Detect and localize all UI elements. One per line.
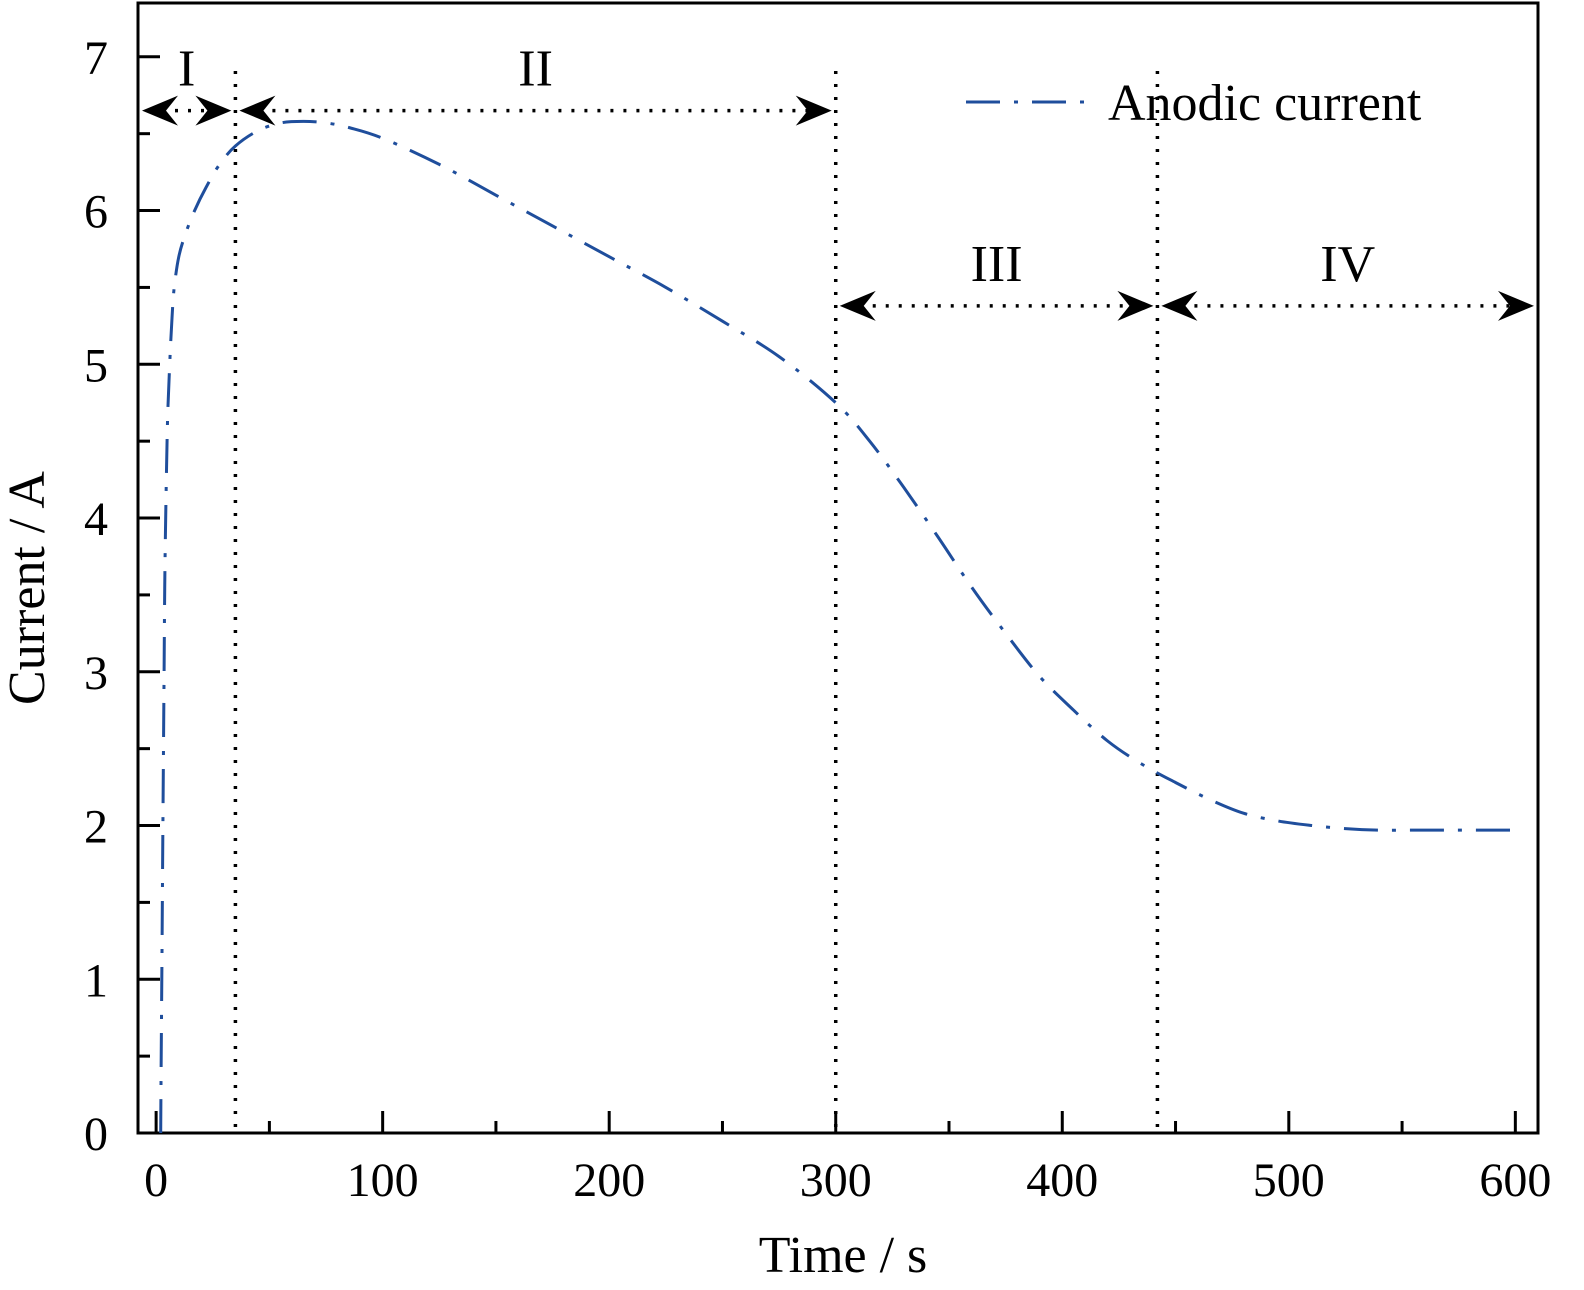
region-label: I	[178, 41, 195, 98]
series-group	[159, 119, 1516, 1134]
y-axis-title: Current / A	[0, 471, 56, 705]
arrow-head	[142, 95, 178, 126]
x-axis-title: Time / s	[759, 1227, 928, 1284]
x-tick-label: 300	[800, 1154, 872, 1207]
region-label: III	[971, 236, 1023, 293]
region-label: II	[518, 41, 553, 98]
x-tick-label: 100	[347, 1154, 419, 1207]
y-tick-label: 6	[84, 186, 108, 239]
x-tick-label: 500	[1253, 1154, 1325, 1207]
axis-ticks	[138, 55, 1517, 1135]
arrow-head	[239, 95, 276, 126]
axis-tick-labels: 0 100 200 300 400 500 600 0 1 2 3 4 5 6 7	[84, 32, 1551, 1207]
x-tick-label: 200	[573, 1154, 645, 1207]
arrow-head	[1161, 290, 1198, 321]
region-boundaries	[233, 71, 1160, 1133]
y-tick-label: 0	[84, 1108, 108, 1161]
x-tick-label: 0	[144, 1154, 168, 1207]
x-tick-label: 600	[1479, 1154, 1551, 1207]
arrow-head	[195, 95, 232, 126]
series-line-anodic-current	[159, 119, 1516, 1134]
arrow-head	[1498, 290, 1534, 321]
plot-frame	[136, 1, 1540, 1135]
y-tick-label: 2	[84, 801, 108, 854]
y-tick-label: 4	[84, 493, 108, 546]
y-tick-label: 5	[84, 339, 108, 392]
region-arrows	[142, 95, 1534, 321]
y-tick-label: 3	[84, 647, 108, 700]
region-label: IV	[1320, 236, 1375, 293]
legend: Anodic current	[966, 75, 1422, 132]
legend-label: Anodic current	[1108, 75, 1422, 132]
arrow-head	[1117, 290, 1154, 321]
y-tick-label: 1	[84, 954, 108, 1007]
x-tick-label: 400	[1026, 1154, 1098, 1207]
arrow-head	[795, 95, 832, 126]
arrow-head	[839, 290, 876, 321]
y-tick-label: 7	[84, 32, 108, 85]
